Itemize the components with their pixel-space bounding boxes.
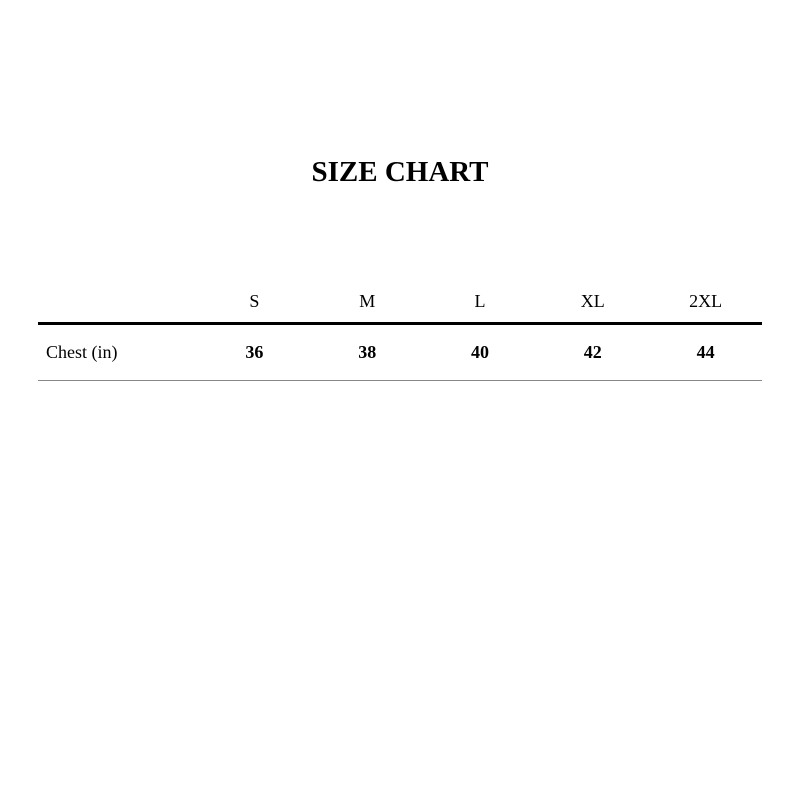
table-cell: 40: [470, 342, 489, 362]
column-header-l: L: [474, 290, 486, 311]
column-header-m: M: [359, 290, 376, 311]
table-header-row: S M L XL 2XL: [38, 280, 762, 322]
table-cell: 38: [358, 342, 377, 362]
column-header-s: S: [249, 290, 260, 311]
header-divider: [38, 322, 762, 325]
table-row: Chest (in) 36 38 40 42 44: [38, 325, 762, 381]
size-table: S M L XL 2XL Chest (in) 36 38 40 42 44: [38, 280, 762, 381]
row-label: Chest (in): [46, 342, 118, 362]
column-header-xl: XL: [580, 290, 605, 311]
table-cell: 44: [696, 342, 715, 362]
column-header-2xl: 2XL: [689, 290, 723, 311]
page-title: SIZE CHART: [311, 156, 489, 188]
table-cell: 42: [583, 342, 602, 362]
table-cell: 36: [245, 342, 264, 362]
